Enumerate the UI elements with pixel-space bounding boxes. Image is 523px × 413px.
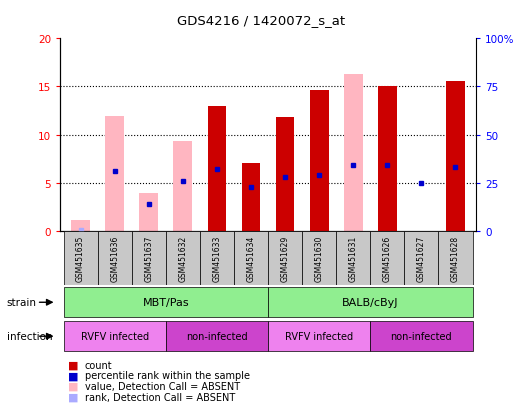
Text: ■: ■ — [68, 370, 78, 380]
Bar — [378, 87, 396, 231]
Bar — [64, 321, 166, 351]
Bar — [64, 287, 268, 317]
Text: GSM451637: GSM451637 — [144, 235, 153, 281]
Bar — [370, 321, 472, 351]
Bar — [276, 118, 294, 231]
Bar — [310, 91, 328, 231]
Text: non-infected: non-infected — [391, 331, 452, 342]
Text: GSM451629: GSM451629 — [280, 235, 290, 281]
Bar — [446, 81, 465, 231]
Text: non-infected: non-infected — [186, 331, 248, 342]
Bar — [98, 231, 132, 285]
Text: BALB/cByJ: BALB/cByJ — [342, 297, 399, 308]
Bar — [166, 321, 268, 351]
Text: GSM451633: GSM451633 — [212, 235, 221, 281]
Bar — [64, 231, 98, 285]
Bar — [200, 231, 234, 285]
Bar — [344, 75, 362, 231]
Bar — [268, 321, 370, 351]
Text: rank, Detection Call = ABSENT: rank, Detection Call = ABSENT — [85, 392, 235, 402]
Text: RVFV infected: RVFV infected — [81, 331, 149, 342]
Text: percentile rank within the sample: percentile rank within the sample — [85, 370, 249, 380]
Text: GSM451630: GSM451630 — [315, 235, 324, 281]
Bar — [336, 231, 370, 285]
Text: ■: ■ — [68, 360, 78, 370]
Text: value, Detection Call = ABSENT: value, Detection Call = ABSENT — [85, 381, 240, 391]
Bar — [242, 164, 260, 231]
Bar — [132, 231, 166, 285]
Text: GSM451632: GSM451632 — [178, 235, 187, 281]
Text: GSM451631: GSM451631 — [349, 235, 358, 281]
Bar — [174, 142, 192, 231]
Bar — [166, 231, 200, 285]
Text: count: count — [85, 360, 112, 370]
Text: GSM451634: GSM451634 — [246, 235, 256, 281]
Bar — [302, 231, 336, 285]
Text: GSM451628: GSM451628 — [451, 235, 460, 281]
Bar — [438, 231, 472, 285]
Text: MBT/Pas: MBT/Pas — [142, 297, 189, 308]
Text: GSM451626: GSM451626 — [383, 235, 392, 281]
Text: ■: ■ — [68, 392, 78, 402]
Bar — [105, 117, 124, 231]
Bar — [140, 194, 158, 231]
Bar — [208, 107, 226, 231]
Text: infection: infection — [7, 331, 52, 341]
Text: strain: strain — [7, 297, 37, 307]
Text: RVFV infected: RVFV infected — [285, 331, 353, 342]
Text: GSM451635: GSM451635 — [76, 235, 85, 281]
Text: GDS4216 / 1420072_s_at: GDS4216 / 1420072_s_at — [177, 14, 346, 27]
Bar — [71, 221, 90, 231]
Text: ■: ■ — [68, 381, 78, 391]
Text: GSM451636: GSM451636 — [110, 235, 119, 281]
Bar — [404, 231, 438, 285]
Bar — [234, 231, 268, 285]
Bar — [370, 231, 404, 285]
Text: GSM451627: GSM451627 — [417, 235, 426, 281]
Bar — [268, 287, 472, 317]
Bar — [268, 231, 302, 285]
